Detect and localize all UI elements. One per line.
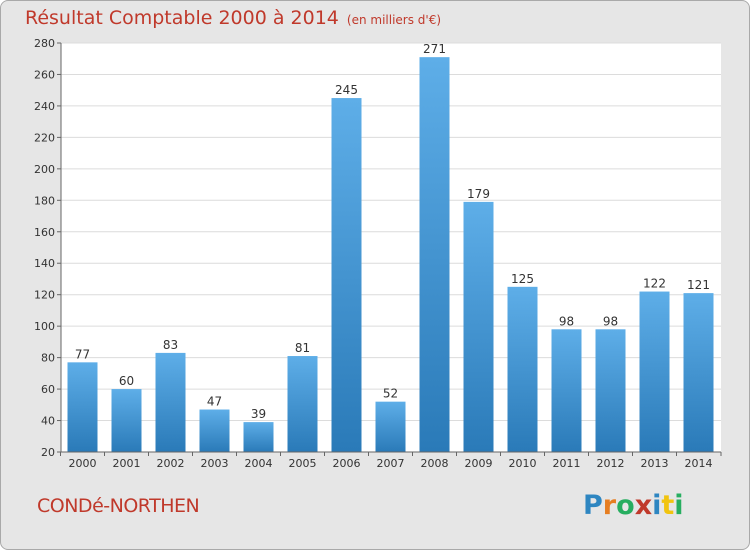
logo-letter: t [661,490,675,521]
chart-subtitle: (en milliers d'€) [346,13,442,27]
data-label: 39 [251,407,266,421]
x-tick-label: 2006 [333,457,361,470]
y-tick-label: 60 [41,383,55,396]
y-tick-label: 160 [34,226,55,239]
y-tick-label: 80 [41,352,55,365]
bar [331,98,362,453]
x-tick-label: 2000 [69,457,97,470]
bar [199,409,230,452]
logo-letter: r [602,490,617,521]
x-tick-label: 2009 [465,457,493,470]
x-tick-label: 2012 [597,457,625,470]
bar [595,329,626,452]
data-label: 98 [559,314,574,328]
bar [243,422,274,452]
data-label: 179 [467,187,490,201]
chart-title-text: Résultat Comptable 2000 à 2014 [25,7,339,29]
data-label: 121 [687,278,710,292]
y-tick-label: 240 [34,100,55,113]
x-tick-label: 2008 [421,457,449,470]
x-tick-label: 2014 [685,457,713,470]
chart-title: Résultat Comptable 2000 à 2014 (en millie… [25,7,441,29]
x-tick-label: 2010 [509,457,537,470]
data-label: 77 [75,347,90,361]
bar [419,57,450,453]
y-tick-label: 260 [34,68,55,81]
data-label: 60 [119,374,134,388]
bar [155,352,186,452]
bar [67,362,98,452]
x-tick-label: 2003 [201,457,229,470]
logo-letter: o [616,490,635,521]
bar [111,389,142,452]
logo-letter: x [634,490,653,521]
bar [375,401,406,452]
bar [551,329,582,452]
y-tick-label: 40 [41,415,55,428]
y-tick-label: 220 [34,131,55,144]
logo-letter: P [583,490,603,521]
bar [683,293,714,452]
x-tick-label: 2007 [377,457,405,470]
data-label: 271 [423,42,446,56]
bar [507,286,538,452]
y-tick-label: 200 [34,163,55,176]
x-tick-label: 2001 [113,457,141,470]
data-label: 83 [163,338,178,352]
logo-letter: i [652,490,662,521]
data-label: 81 [295,341,310,355]
x-tick-label: 2005 [289,457,317,470]
logo-letter: i [674,490,684,521]
bar [463,201,494,452]
x-tick-label: 2013 [641,457,669,470]
proxiti-logo: Proxiti [583,490,684,521]
y-tick-label: 20 [41,446,55,459]
data-label: 125 [511,272,534,286]
bar [639,291,670,452]
x-tick-label: 2011 [553,457,581,470]
y-tick-label: 100 [34,320,55,333]
y-tick-label: 280 [34,37,55,50]
x-tick-label: 2002 [157,457,185,470]
y-tick-label: 120 [34,289,55,302]
y-tick-label: 180 [34,194,55,207]
data-label: 245 [335,83,358,97]
x-tick-label: 2004 [245,457,273,470]
data-label: 47 [207,395,222,409]
data-label: 98 [603,314,618,328]
data-label: 122 [643,277,666,291]
data-label: 52 [383,387,398,401]
town-name: CONDé-NORTHEN [37,495,200,517]
y-tick-label: 140 [34,257,55,270]
bar [287,356,318,452]
